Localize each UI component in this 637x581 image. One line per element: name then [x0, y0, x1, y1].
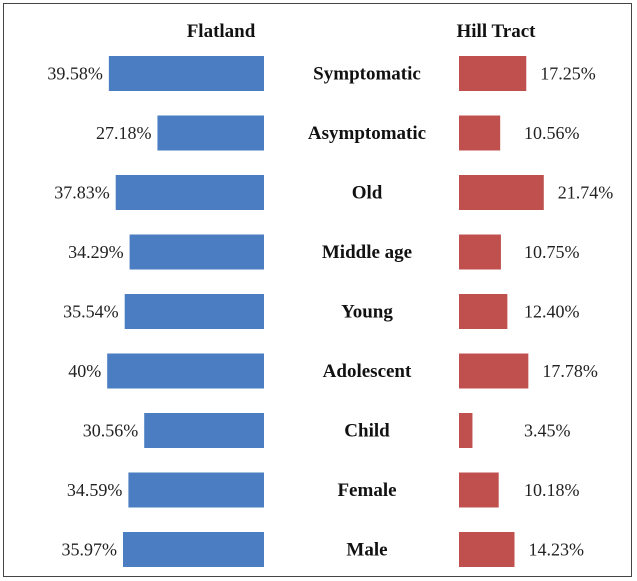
flatland-value-male: 35.97% — [61, 540, 117, 560]
flatland-bar-female — [128, 472, 264, 508]
flatland-value-adolescent: 40% — [68, 361, 101, 381]
flatland-value-young: 35.54% — [63, 302, 119, 322]
flatland-value-child: 30.56% — [83, 421, 139, 441]
category-label-symptomatic: Symptomatic — [313, 64, 421, 85]
chart-frame: Flatland Hill Tract 39.58% Symptomatic 17.… — [3, 3, 632, 577]
hill-tract-bar-adolescent — [459, 353, 529, 389]
flatland-bar-asymptomatic — [157, 115, 264, 151]
category-label-child: Child — [344, 421, 390, 442]
flatland-bar-adolescent — [107, 353, 264, 389]
flatland-value-middle-age: 34.29% — [68, 242, 124, 262]
hill-tract-value-young: 12.40% — [524, 302, 580, 322]
chart-rows: 39.58% Symptomatic 17.25% 27.18% Asymptomati… — [47, 56, 613, 567]
hill-tract-value-middle-age: 10.75% — [524, 242, 580, 262]
category-label-young: Young — [341, 302, 393, 323]
category-label-old: Old — [352, 183, 383, 204]
flatland-value-asymptomatic: 27.18% — [96, 123, 152, 143]
hill-tract-value-male: 14.23% — [528, 540, 584, 560]
flatland-value-symptomatic: 39.58% — [47, 64, 103, 84]
category-label-female: Female — [337, 480, 396, 501]
hill-tract-bar-male — [459, 532, 515, 567]
hill-tract-value-child: 3.45% — [524, 421, 571, 441]
flatland-bar-male — [122, 532, 265, 567]
hill-tract-bar-young — [459, 294, 508, 329]
flatland-bar-young — [124, 294, 264, 329]
hill-tract-value-adolescent: 17.78% — [542, 361, 598, 381]
flatland-value-female: 34.59% — [67, 480, 123, 500]
flatland-value-old: 37.83% — [54, 183, 110, 203]
flatland-bar-old — [115, 175, 265, 210]
category-label-asymptomatic: Asymptomatic — [308, 123, 426, 144]
hill-tract-bar-old — [459, 175, 544, 210]
butterfly-bar-chart: Flatland Hill Tract 39.58% Symptomatic 17.… — [47, 21, 613, 567]
flatland-bar-middle-age — [129, 234, 264, 270]
category-label-middle-age: Middle age — [322, 242, 412, 263]
hill-tract-bar-symptomatic — [459, 56, 527, 91]
series-title-hill-tract: Hill Tract — [457, 21, 537, 42]
hill-tract-value-asymptomatic: 10.56% — [524, 123, 580, 143]
series-title-flatland: Flatland — [187, 21, 256, 42]
flatland-bar-symptomatic — [108, 56, 264, 91]
hill-tract-value-symptomatic: 17.25% — [540, 64, 596, 84]
hill-tract-bar-middle-age — [459, 234, 501, 270]
category-label-male: Male — [346, 540, 387, 561]
flatland-bar-child — [144, 413, 264, 448]
hill-tract-bar-child — [459, 413, 473, 448]
hill-tract-bar-female — [459, 472, 499, 508]
hill-tract-value-old: 21.74% — [558, 183, 614, 203]
category-label-adolescent: Adolescent — [323, 361, 412, 382]
hill-tract-bar-asymptomatic — [459, 115, 501, 151]
hill-tract-value-female: 10.18% — [524, 480, 580, 500]
